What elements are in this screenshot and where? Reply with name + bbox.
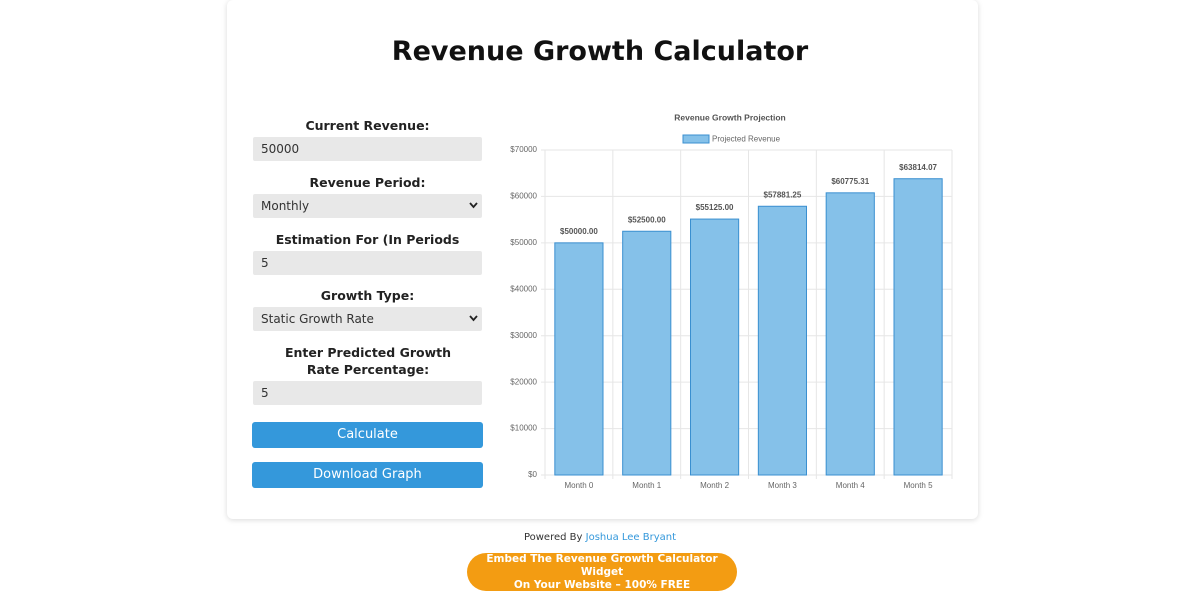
y-tick-label: $40000 (510, 284, 537, 293)
embed-button[interactable]: Embed The Revenue Growth Calculator Widg… (467, 553, 737, 591)
bar (622, 230, 672, 476)
legend-swatch (682, 134, 710, 144)
x-tick-label: Month 0 (564, 481, 593, 490)
x-tick-label: Month 5 (904, 481, 933, 490)
value-label: $55125.00 (696, 203, 734, 212)
embed-line: Embed The Revenue Growth Calculator Widg… (486, 552, 718, 578)
bar (893, 178, 943, 476)
select-box[interactable]: Static Growth Rate (253, 307, 482, 331)
x-tick-label: Month 3 (768, 481, 797, 490)
y-tick-label: $10000 (510, 424, 537, 433)
embed-line: On Your Website – 100% FREE (513, 578, 691, 591)
value-label: $60775.31 (831, 177, 869, 186)
select-box[interactable]: Monthly (253, 194, 482, 218)
y-tick-label: $20000 (510, 377, 537, 386)
input-box[interactable]: 5 (253, 381, 482, 405)
field-label: Revenue Period: (309, 175, 426, 190)
value-label: $63814.07 (899, 163, 937, 172)
author-link[interactable]: Joshua Lee Bryant (585, 532, 677, 543)
button[interactable]: Download Graph (252, 462, 483, 488)
field-value: Static Growth Rate (261, 312, 374, 326)
powered-text: Powered By (523, 532, 583, 543)
field-value: Monthly (261, 199, 310, 213)
page-title: Revenue Growth Calculator (391, 36, 809, 67)
bar (554, 242, 604, 476)
input-box[interactable]: 50000 (253, 137, 482, 161)
y-tick-label: $70000 (510, 145, 537, 154)
bar (825, 192, 875, 476)
input-box[interactable]: 5 (253, 251, 482, 275)
chevron (469, 202, 478, 209)
field-label: Enter Predicted Growth Rate Percentage: (284, 345, 452, 377)
powered-by: Powered By Joshua Lee Bryant (0, 532, 1200, 543)
field-label: Current Revenue: (305, 118, 430, 133)
y-tick-label: $60000 (510, 192, 537, 201)
value-label: $50000.00 (560, 227, 598, 236)
y-tick-label: $50000 (510, 238, 537, 247)
field-value: 5 (261, 386, 269, 400)
legend-label: Projected Revenue (712, 135, 781, 144)
x-tick-label: Month 4 (836, 481, 865, 490)
y-tick-label: $0 (528, 470, 537, 479)
x-tick-label: Month 2 (700, 481, 729, 490)
bar (757, 205, 807, 476)
value-label: $57881.25 (764, 190, 802, 199)
chart: Revenue Growth Projection $0 $10000 $20000 $… (510, 112, 953, 490)
field-label: Growth Type: (320, 288, 415, 303)
bar (690, 218, 740, 476)
button[interactable]: Calculate (252, 422, 483, 448)
value-label: $52500.00 (628, 215, 666, 224)
field-value: 50000 (261, 142, 300, 156)
x-tick-label: Month 1 (632, 481, 661, 490)
chart-title: Revenue Growth Projection (674, 112, 785, 122)
field-value: 5 (261, 256, 269, 270)
chevron (469, 315, 478, 322)
y-tick-label: $30000 (510, 331, 537, 340)
